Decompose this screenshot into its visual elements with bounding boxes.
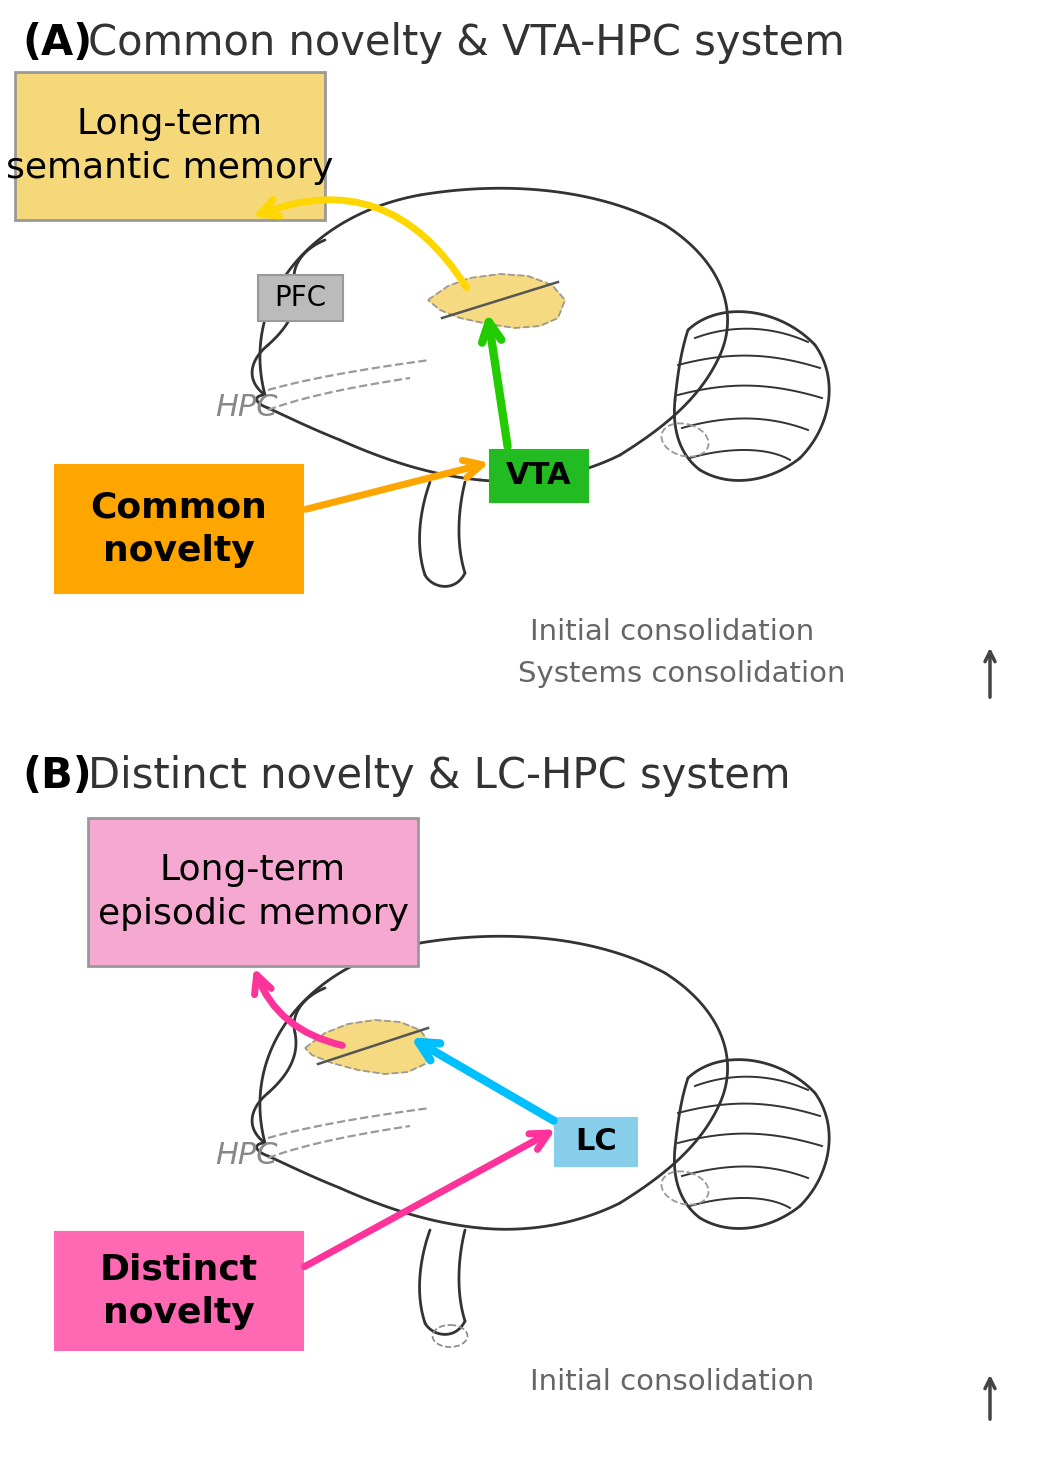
FancyBboxPatch shape <box>54 1232 303 1350</box>
Text: (A): (A) <box>22 22 92 64</box>
Text: Long-term
episodic memory: Long-term episodic memory <box>97 853 409 930</box>
Text: Long-term
semantic memory: Long-term semantic memory <box>6 108 333 185</box>
FancyBboxPatch shape <box>490 450 588 501</box>
FancyBboxPatch shape <box>258 275 343 321</box>
Text: VTA: VTA <box>506 461 572 491</box>
Text: Distinct
novelty: Distinct novelty <box>100 1253 258 1330</box>
Text: (B): (B) <box>22 754 92 797</box>
FancyBboxPatch shape <box>54 464 303 593</box>
FancyBboxPatch shape <box>555 1118 637 1165</box>
Text: Initial consolidation: Initial consolidation <box>530 618 814 646</box>
Text: PFC: PFC <box>275 284 327 312</box>
FancyBboxPatch shape <box>15 72 325 220</box>
Text: LC: LC <box>575 1127 617 1157</box>
Text: Common novelty & VTA-HPC system: Common novelty & VTA-HPC system <box>88 22 845 64</box>
Polygon shape <box>428 274 565 328</box>
Text: HPC: HPC <box>215 1142 278 1170</box>
Polygon shape <box>305 1021 432 1074</box>
Text: Distinct novelty & LC-HPC system: Distinct novelty & LC-HPC system <box>88 754 790 797</box>
Text: HPC: HPC <box>215 393 278 423</box>
Text: Systems consolidation: Systems consolidation <box>518 660 846 688</box>
FancyBboxPatch shape <box>88 818 418 966</box>
Text: Initial consolidation: Initial consolidation <box>530 1368 814 1396</box>
Text: Common
novelty: Common novelty <box>90 490 267 568</box>
